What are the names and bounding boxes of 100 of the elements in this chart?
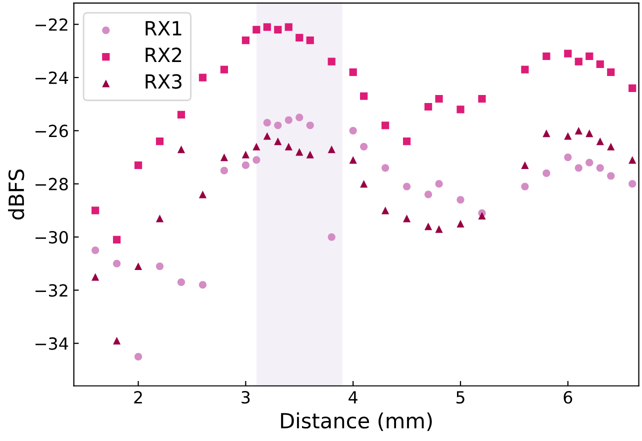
point [284, 116, 292, 124]
point [424, 222, 432, 230]
point [220, 166, 228, 174]
point [242, 161, 250, 170]
point [435, 94, 443, 103]
point [296, 114, 304, 122]
point [263, 23, 271, 31]
point [424, 102, 432, 111]
point [628, 180, 636, 188]
point [586, 158, 594, 166]
point [542, 52, 550, 60]
point [574, 164, 582, 172]
point [198, 281, 207, 289]
point [198, 190, 207, 198]
point [156, 214, 164, 222]
point [402, 138, 411, 146]
point [328, 58, 336, 66]
point [564, 50, 572, 58]
y-tick-label: −30 [36, 230, 68, 244]
point [402, 182, 411, 190]
point [220, 66, 228, 74]
point [478, 212, 486, 220]
point [306, 122, 314, 130]
point [296, 148, 304, 156]
point [542, 130, 550, 138]
point [220, 153, 228, 162]
point [134, 161, 142, 170]
y-tick-label: −32 [36, 284, 68, 297]
point [177, 145, 186, 154]
point [349, 68, 357, 76]
point [596, 60, 604, 68]
y-tick-label: −28 [36, 178, 68, 190]
point [607, 142, 615, 150]
point [564, 153, 572, 162]
x-tick-label: 2 [134, 391, 142, 404]
point [252, 142, 260, 150]
point [521, 161, 529, 170]
point [382, 164, 390, 172]
point [112, 236, 121, 244]
x-tick-label: 5 [456, 391, 464, 404]
point [402, 214, 411, 222]
point [564, 132, 572, 140]
point [521, 66, 529, 74]
point [198, 74, 207, 82]
point [456, 106, 464, 114]
y-tick-label: −34 [36, 337, 68, 350]
point [177, 110, 186, 119]
point [274, 26, 282, 34]
x-tick-label: 4 [348, 391, 358, 404]
point [596, 138, 604, 146]
point [382, 206, 390, 214]
point [574, 126, 582, 134]
point [263, 132, 271, 140]
point [274, 122, 282, 130]
point [478, 94, 486, 103]
y-tick-label: −22 [36, 18, 68, 31]
point [607, 172, 615, 180]
point [628, 84, 636, 92]
point [328, 233, 336, 241]
y-axis-title: dBFS [8, 169, 24, 220]
point [586, 52, 594, 60]
point [134, 352, 142, 360]
point [628, 156, 636, 164]
x-tick-label: 3 [242, 391, 250, 404]
point [542, 169, 550, 178]
point [134, 262, 142, 270]
point [92, 273, 100, 281]
point [306, 150, 314, 158]
point [456, 196, 464, 204]
point [242, 36, 250, 44]
point [328, 145, 336, 154]
point [349, 156, 357, 164]
x-axis-title: Distance (mm) [281, 412, 432, 431]
point [596, 164, 604, 172]
point [242, 150, 250, 158]
point [456, 220, 464, 228]
legend-label: RX2 [146, 48, 182, 62]
point [112, 260, 121, 268]
point [92, 206, 100, 214]
point [92, 246, 100, 254]
x-tick-label: 6 [564, 391, 572, 404]
point [306, 36, 314, 44]
point [252, 156, 260, 164]
point [607, 68, 615, 76]
point [349, 126, 357, 134]
point [360, 142, 368, 150]
point [274, 138, 282, 146]
point [284, 23, 292, 31]
point [521, 182, 529, 190]
legend-label: RX1 [146, 21, 182, 36]
point [263, 118, 271, 127]
point [435, 180, 443, 188]
point [112, 336, 121, 344]
point [424, 190, 432, 198]
point [284, 142, 292, 150]
point [435, 225, 443, 233]
point [360, 180, 368, 188]
point [296, 34, 304, 42]
y-tick-label: −26 [36, 124, 68, 138]
point [382, 122, 390, 130]
